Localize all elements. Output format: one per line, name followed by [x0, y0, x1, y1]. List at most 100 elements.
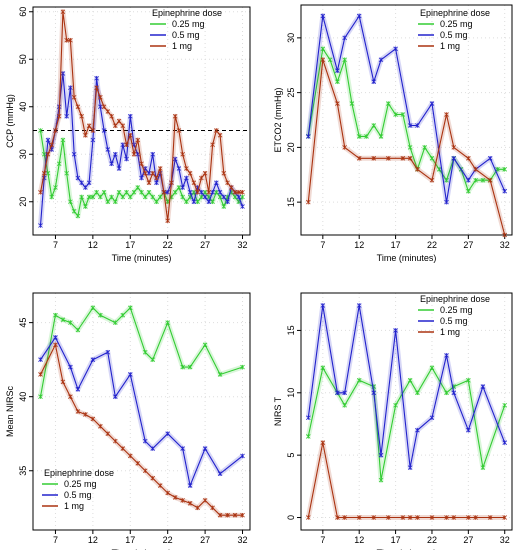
- data-point: [41, 170, 47, 176]
- data-point: [180, 151, 185, 157]
- data-point: [202, 342, 208, 348]
- data-point: [502, 232, 508, 238]
- y-tick-label: 25: [286, 88, 296, 98]
- data-point: [229, 185, 234, 190]
- data-point: [356, 156, 362, 161]
- data-point: [86, 180, 92, 186]
- data-point: [105, 109, 111, 114]
- data-point: [68, 394, 73, 399]
- data-point: [101, 189, 107, 195]
- data-point: [199, 175, 204, 181]
- data-point: [60, 9, 66, 15]
- data-point: [75, 104, 81, 110]
- data-point: [180, 446, 185, 451]
- data-point: [444, 199, 449, 205]
- data-point: [105, 199, 111, 205]
- data-point: [356, 515, 362, 520]
- legend-entry: 0.5 mg: [172, 30, 200, 40]
- data-point: [386, 101, 391, 106]
- data-point: [135, 137, 141, 143]
- data-point: [38, 189, 43, 195]
- data-point: [64, 170, 69, 176]
- data-point: [53, 342, 58, 348]
- data-point: [356, 13, 362, 19]
- data-point: [176, 166, 182, 171]
- data-point: [113, 199, 118, 205]
- x-axis-label: Time (minutes): [112, 548, 172, 550]
- legend-entry: 0.5 mg: [440, 316, 468, 326]
- x-tick-label: 12: [354, 240, 364, 250]
- data-point: [210, 189, 215, 195]
- data-point: [139, 175, 144, 181]
- data-point: [371, 79, 377, 84]
- data-point: [342, 35, 347, 41]
- data-point: [473, 177, 478, 183]
- data-point: [71, 208, 77, 214]
- data-point: [154, 175, 159, 181]
- x-tick-label: 27: [463, 535, 473, 545]
- data-point: [142, 170, 148, 176]
- data-point: [335, 390, 340, 396]
- data-point: [131, 189, 137, 195]
- data-point: [38, 223, 43, 228]
- y-tick-label: 30: [286, 33, 296, 43]
- data-point: [356, 378, 362, 383]
- y-tick-label: 5: [286, 453, 296, 458]
- data-point: [214, 128, 219, 133]
- data-point: [94, 85, 99, 91]
- data-point: [444, 390, 449, 396]
- data-point: [236, 194, 242, 200]
- data-point: [217, 372, 223, 377]
- data-point: [364, 134, 369, 139]
- data-point: [487, 156, 493, 161]
- data-point: [407, 515, 413, 520]
- data-point: [195, 505, 200, 511]
- data-point: [90, 137, 96, 143]
- data-point: [45, 137, 51, 143]
- data-point: [214, 180, 219, 186]
- data-point: [407, 123, 413, 128]
- data-point: [221, 194, 227, 200]
- data-point: [407, 378, 413, 383]
- data-point: [400, 515, 406, 520]
- x-tick-label: 17: [125, 240, 135, 250]
- data-point: [191, 199, 197, 205]
- data-point: [320, 46, 326, 52]
- data-point: [86, 194, 92, 200]
- y-tick-label: 10: [286, 388, 296, 398]
- data-point: [120, 446, 126, 451]
- data-point: [127, 305, 133, 311]
- data-point: [378, 477, 384, 483]
- data-point: [429, 415, 435, 421]
- data-point: [113, 320, 118, 325]
- data-point: [217, 132, 223, 138]
- legend-entry: 1 mg: [172, 41, 192, 51]
- data-point: [444, 353, 449, 358]
- data-point: [217, 189, 223, 195]
- data-point: [502, 402, 508, 408]
- x-tick-label: 7: [320, 535, 325, 545]
- data-point: [487, 515, 493, 520]
- data-point: [113, 151, 118, 157]
- data-point: [120, 194, 126, 200]
- data-point: [109, 113, 114, 119]
- data-point: [98, 424, 103, 429]
- data-point: [232, 189, 238, 195]
- data-point: [429, 515, 435, 520]
- data-point: [135, 185, 141, 190]
- data-point: [371, 156, 377, 161]
- data-point: [64, 113, 69, 119]
- legend-entry: 0.5 mg: [440, 30, 468, 40]
- x-tick-label: 17: [125, 535, 135, 545]
- y-tick-label: 20: [18, 197, 28, 207]
- y-tick-label: 60: [18, 7, 28, 17]
- data-point: [393, 46, 398, 52]
- legend-title: Epinephrine dose: [152, 8, 222, 18]
- data-point: [444, 112, 449, 117]
- data-point: [451, 515, 457, 520]
- data-point: [56, 113, 62, 119]
- data-point: [184, 199, 189, 205]
- x-axis-label: Time (minutes): [377, 253, 437, 263]
- data-point: [60, 71, 66, 76]
- data-point: [320, 365, 326, 371]
